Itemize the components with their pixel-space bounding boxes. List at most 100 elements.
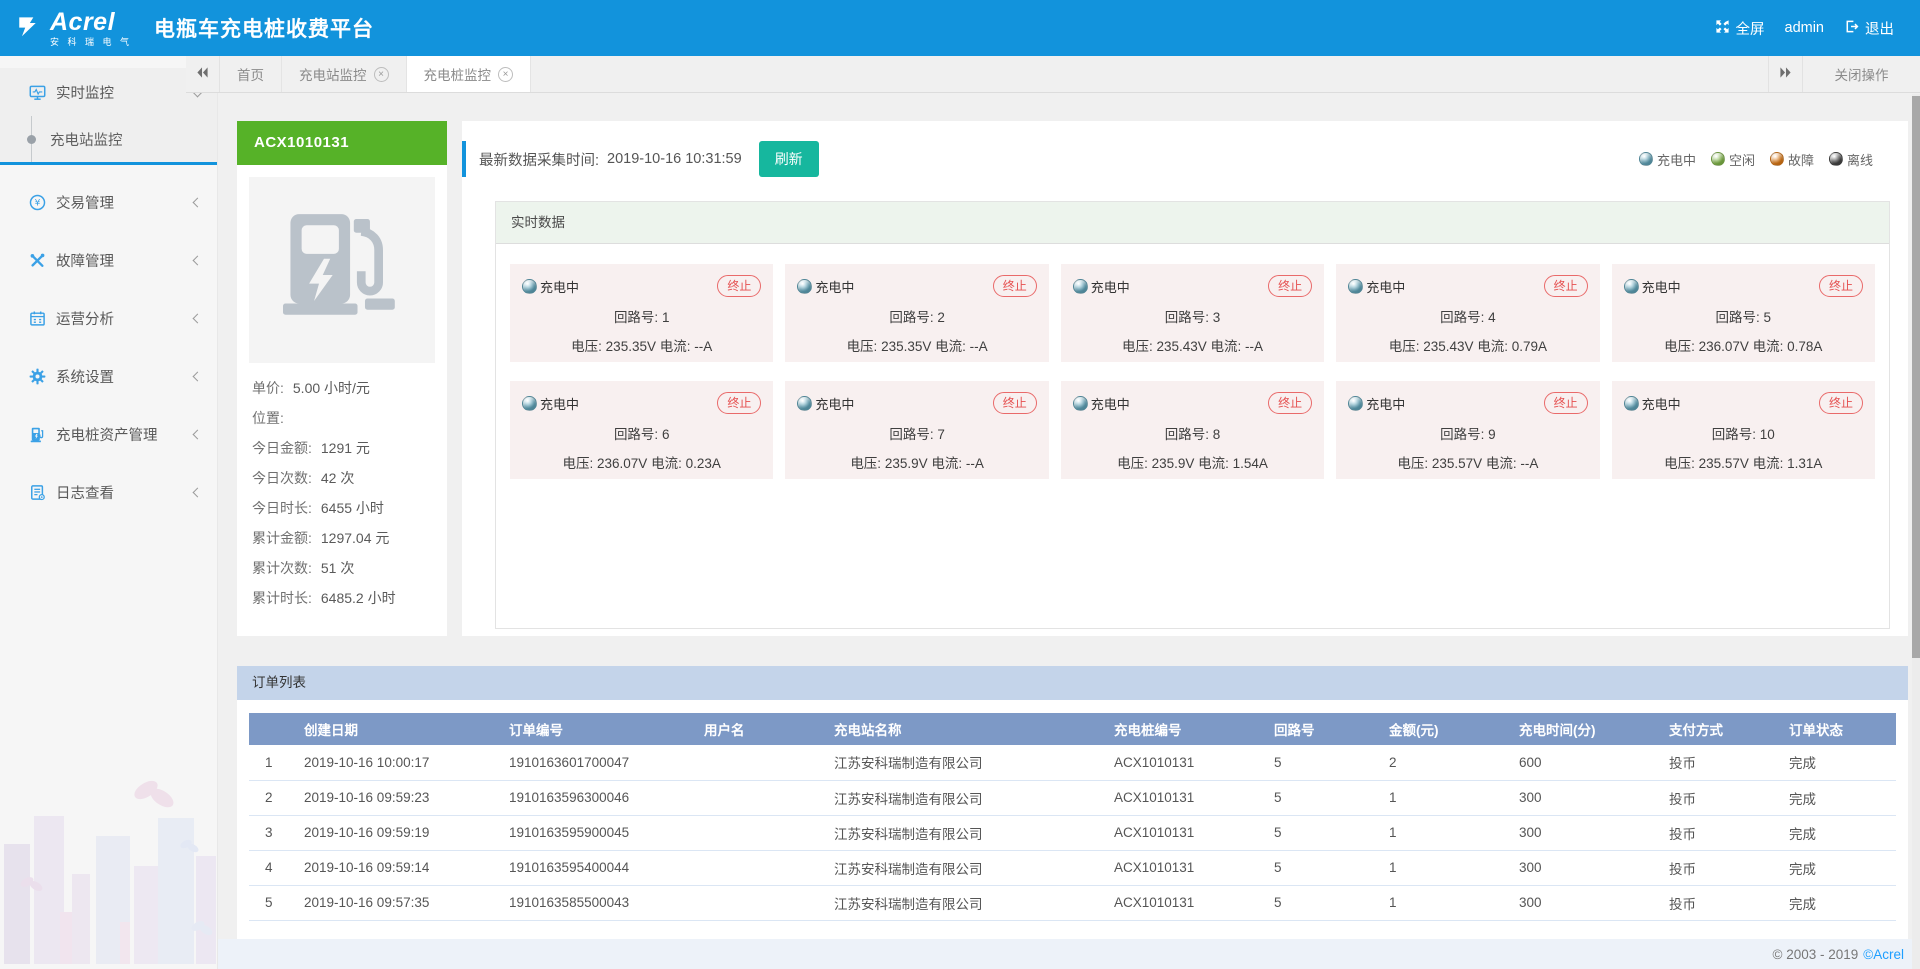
tab-item[interactable]: 首页 xyxy=(220,56,282,92)
order-cell: ACX1010131 xyxy=(1104,745,1264,781)
circuit-status-label: 充电中 xyxy=(540,279,580,295)
tabs-scroll-left-button[interactable] xyxy=(186,56,220,92)
order-cell: 完成 xyxy=(1779,745,1896,781)
chevron-left-icon xyxy=(192,487,203,497)
terminate-button[interactable]: 终止 xyxy=(1818,275,1863,297)
order-cell: 5 xyxy=(1264,815,1379,851)
order-cell: 2019-10-16 10:00:17 xyxy=(294,745,499,781)
order-cell: 投币 xyxy=(1659,850,1779,886)
status-legend: 充电中 空闲 故障 离线 xyxy=(1638,150,1873,169)
stat-label: 今日次数: xyxy=(252,470,312,486)
order-cell: 1910163596300046 xyxy=(499,780,694,816)
realtime-panel: 最新数据采集时间: 2019-10-16 10:31:59 刷新 充电中 空闲 故障… xyxy=(462,121,1908,636)
sidebar-item-label: 系统设置 xyxy=(56,369,114,386)
sidebar-subitem[interactable]: 充电站监控 xyxy=(0,116,217,162)
orders-table: 创建日期 订单编号 用户名 充电站名称 充电桩编号 回路号 金额(元) 充电时间(分) 支付方式… xyxy=(249,713,1896,921)
cityscape-decoration xyxy=(0,694,217,969)
terminate-button[interactable]: 终止 xyxy=(717,275,762,297)
settings-gear-icon xyxy=(28,367,46,385)
chevron-left-icon xyxy=(192,255,203,265)
footer: © 2003 - 2019 ©Acrel xyxy=(218,939,1920,969)
status-charging-icon xyxy=(1072,278,1088,294)
logo-text: Acrel xyxy=(50,7,116,36)
app-header: Acrel 安 科 瑞 电 气 电瓶车充电桩收费平台 全屏 admin 退出 xyxy=(0,0,1920,56)
order-cell: 1 xyxy=(1379,850,1509,886)
sidebar-item[interactable]: 日志查看 xyxy=(0,463,217,521)
stat-value: 51 次 xyxy=(320,560,355,576)
sidebar-item[interactable]: 实时监控 xyxy=(0,68,217,116)
terminate-button[interactable]: 终止 xyxy=(1543,275,1588,297)
order-row: 1 2019-10-16 10:00:17 1910163601700047 江苏安科… xyxy=(249,745,1896,781)
refresh-button[interactable]: 刷新 xyxy=(758,141,819,177)
circuit-card-top: 充电中 终止 xyxy=(1623,275,1863,297)
legend-label: 空闲 xyxy=(1728,152,1755,168)
order-cell: 完成 xyxy=(1779,885,1896,921)
sidebar-item[interactable]: 运营分析 xyxy=(0,289,217,347)
terminate-button[interactable]: 终止 xyxy=(1268,392,1313,414)
stat-row: 今日次数: 42 次 xyxy=(252,469,432,487)
circuit-card: 充电中 终止 回路号: 6 电压: 236.07V 电流: 0.23A xyxy=(510,381,774,479)
tab-item[interactable]: 充电桩监控 × xyxy=(406,56,531,92)
tab-close-icon[interactable]: × xyxy=(498,66,513,82)
order-cell: 2 xyxy=(249,780,294,816)
transaction-icon: ¥ xyxy=(28,193,46,211)
order-cell: ACX1010131 xyxy=(1104,780,1264,816)
circuit-measurements: 电压: 235.9V 电流: --A xyxy=(850,456,984,471)
chevron-left-icon xyxy=(192,371,203,381)
logout-button[interactable]: 退出 xyxy=(1844,18,1894,39)
fullscreen-button[interactable]: 全屏 xyxy=(1715,18,1765,39)
order-cell: 2019-10-16 09:59:14 xyxy=(294,850,499,886)
status-charging-icon xyxy=(1072,395,1088,411)
legend-ball-icon xyxy=(1828,152,1843,166)
terminate-button[interactable]: 终止 xyxy=(992,275,1037,297)
circuit-card: 充电中 终止 回路号: 3 电压: 235.43V 电流: --A xyxy=(1060,264,1325,362)
tab-close-icon[interactable]: × xyxy=(373,66,389,82)
column-header: 订单编号 xyxy=(499,713,694,745)
logo-subtext: 安 科 瑞 电 气 xyxy=(50,36,133,47)
order-cell: 1910163601700047 xyxy=(499,745,694,781)
order-cell: 5 xyxy=(1264,885,1379,921)
brand-link[interactable]: ©Acrel xyxy=(1863,946,1904,962)
column-header xyxy=(249,713,294,745)
sidebar-group: 系统设置 xyxy=(0,347,217,405)
order-cell: 5 xyxy=(1264,780,1379,816)
order-cell: 2019-10-16 09:59:23 xyxy=(294,780,499,816)
order-cell xyxy=(694,780,824,816)
order-cell: 3 xyxy=(249,815,294,851)
status-charging-icon xyxy=(1348,278,1364,294)
username[interactable]: admin xyxy=(1784,20,1825,36)
sidebar-item[interactable]: ¥ 交易管理 xyxy=(0,173,217,231)
order-cell: 完成 xyxy=(1779,780,1896,816)
terminate-button[interactable]: 终止 xyxy=(717,392,762,414)
terminate-button[interactable]: 终止 xyxy=(1543,392,1588,414)
terminate-button[interactable]: 终止 xyxy=(1818,392,1863,414)
accent-bar xyxy=(462,141,466,177)
circuit-number: 回路号: 6 xyxy=(613,427,670,442)
sidebar-item[interactable]: 故障管理 xyxy=(0,231,217,289)
terminate-button[interactable]: 终止 xyxy=(1268,275,1313,297)
circuit-card: 充电中 终止 回路号: 8 电压: 235.9V 电流: 1.54A xyxy=(1060,381,1325,479)
log-icon xyxy=(28,483,46,501)
order-cell: 2019-10-16 09:59:19 xyxy=(294,815,499,851)
vertical-scrollbar xyxy=(1912,94,1920,969)
legend-item: 离线 xyxy=(1828,150,1873,169)
stat-label: 累计时长: xyxy=(252,590,312,606)
circuit-measurements: 电压: 235.9V 电流: 1.54A xyxy=(1117,456,1268,471)
terminate-button[interactable]: 终止 xyxy=(992,392,1037,414)
stat-value: 42 次 xyxy=(320,470,355,486)
circuit-number: 回路号: 5 xyxy=(1715,310,1772,325)
order-cell: ACX1010131 xyxy=(1104,815,1264,851)
sidebar-item[interactable]: 充电桩资产管理 xyxy=(0,405,217,463)
order-row: 2 2019-10-16 09:59:23 1910163596300046 江苏安科… xyxy=(249,780,1896,816)
legend-ball-icon xyxy=(1769,152,1784,166)
scrollbar-thumb[interactable] xyxy=(1912,96,1920,658)
sidebar-item-label: 实时监控 xyxy=(56,85,114,102)
device-stats: 单价: 5.00 小时/元 位置: 今日金额: 1291 元今日次数: 42 次今日时长:… xyxy=(249,363,435,607)
tabs-scroll-right-button[interactable] xyxy=(1768,56,1802,92)
circuit-measurements: 电压: 236.07V 电流: 0.78A xyxy=(1664,339,1823,354)
sidebar-item[interactable]: 系统设置 xyxy=(0,347,217,405)
circuit-number: 回路号: 10 xyxy=(1711,427,1775,442)
close-operations-button[interactable]: 关闭操作 xyxy=(1802,56,1920,92)
circuit-card-top: 充电中 终止 xyxy=(1072,275,1313,297)
tab-item[interactable]: 充电站监控 × xyxy=(282,56,407,92)
